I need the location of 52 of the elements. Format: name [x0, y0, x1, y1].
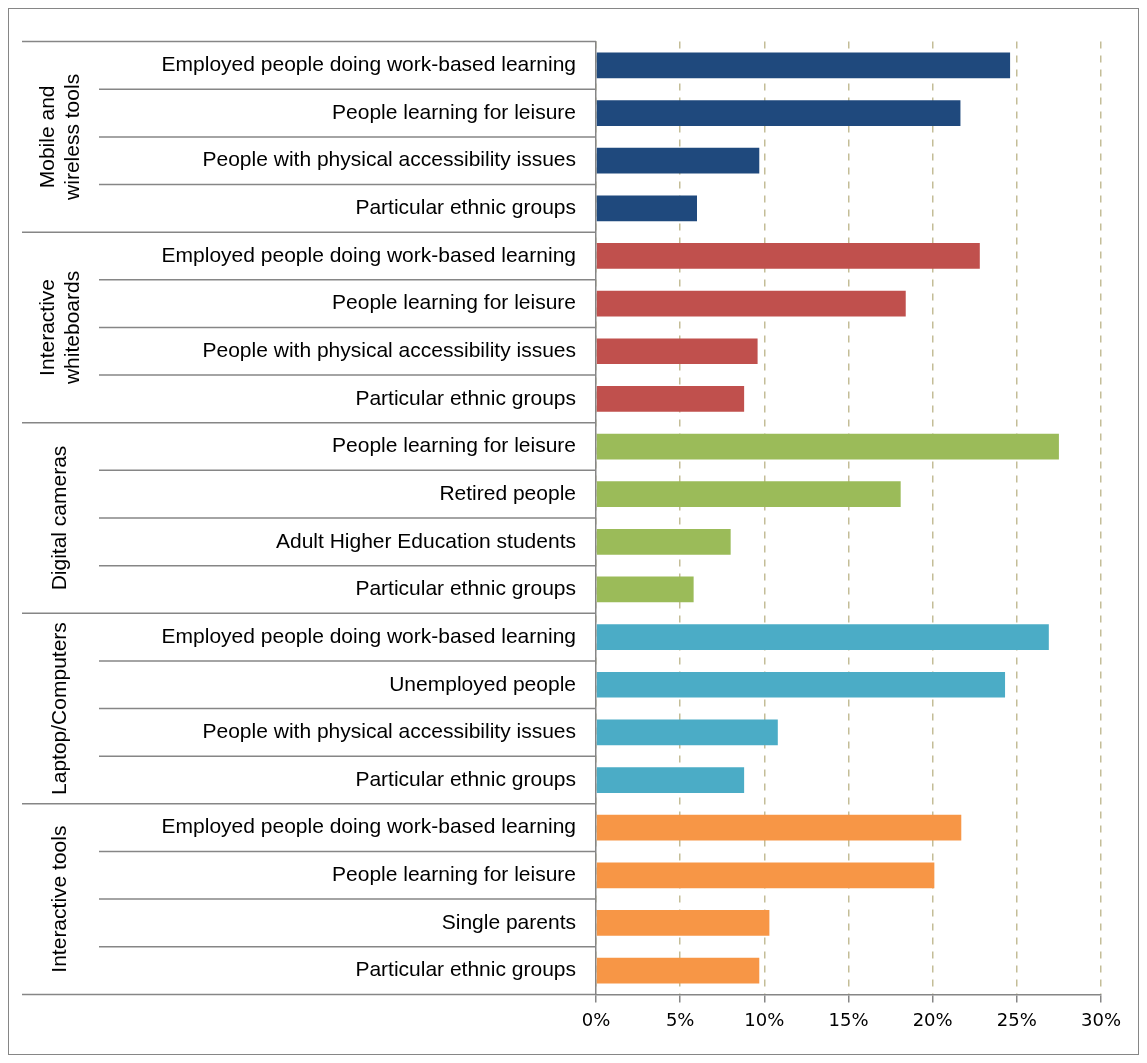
x-tick-label: 20%	[912, 1008, 953, 1030]
y-tick-label: Particular ethnic groups	[355, 766, 576, 790]
text: Laptop/Computers	[47, 622, 71, 795]
y-tick-label: Adult Higher Education students	[275, 528, 576, 552]
y-tick-label: Particular ethnic groups	[355, 385, 576, 409]
bar	[596, 52, 1011, 79]
y-tick-label: Employed people doing work-based learning	[161, 52, 576, 76]
x-tick-label: 25%	[996, 1008, 1037, 1030]
y-tick-label: People learning for leisure	[332, 862, 576, 886]
bar	[596, 243, 980, 269]
y-tick-label: People with physical accessibility issues	[202, 719, 576, 743]
y-tick-label: Particular ethnic groups	[355, 957, 576, 981]
bar	[596, 862, 935, 889]
text: Interactive whiteboards	[34, 270, 83, 386]
bar	[596, 100, 961, 126]
x-tick-label: 15%	[828, 1008, 869, 1030]
y-tick-label: Particular ethnic groups	[355, 195, 576, 219]
bar	[596, 671, 1006, 698]
text: Mobile and wireless tools	[34, 73, 83, 201]
bar	[596, 910, 770, 936]
bar	[596, 957, 760, 984]
y-tick-label: Unemployed people	[389, 671, 576, 695]
y-tick-label: Employed people doing work-based learning	[161, 814, 576, 838]
bar	[596, 147, 760, 174]
y-tick-label: People learning for leisure	[332, 99, 576, 123]
bar	[596, 719, 778, 746]
x-tick-label: 0%	[581, 1008, 611, 1030]
y-tick-label: Employed people doing work-based learning	[161, 242, 576, 266]
y-tick-label: Single parents	[441, 909, 576, 933]
bar	[596, 814, 962, 841]
bar	[596, 290, 906, 317]
y-tick-label: Retired people	[439, 480, 576, 504]
bar	[596, 433, 1059, 460]
bar	[596, 338, 758, 365]
y-tick-label: People with physical accessibility issues	[202, 147, 576, 171]
y-tick-label: Employed people doing work-based learning	[161, 623, 576, 647]
y-tick-label: People learning for leisure	[332, 290, 576, 314]
x-tick-label: 5%	[665, 1008, 695, 1030]
bar	[596, 767, 745, 793]
bar	[596, 195, 697, 222]
bar	[596, 386, 745, 412]
bar	[596, 624, 1049, 650]
y-tick-label: People with physical accessibility issues	[202, 338, 576, 362]
text: Digital cameras	[47, 445, 71, 591]
x-tick-label: 30%	[1080, 1008, 1122, 1030]
bar	[596, 528, 731, 555]
y-tick-label: People learning for leisure	[332, 433, 576, 457]
bar	[596, 576, 694, 603]
y-tick-label: Particular ethnic groups	[355, 576, 576, 600]
text: Interactive tools	[47, 825, 71, 973]
bar	[596, 481, 901, 508]
x-tick-label: 10%	[744, 1008, 785, 1030]
